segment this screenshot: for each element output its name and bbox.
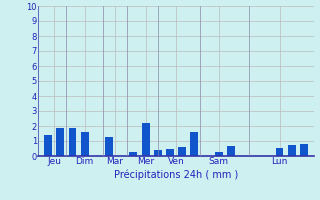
Bar	[129, 152, 137, 156]
Bar	[300, 144, 308, 156]
Bar	[81, 132, 89, 156]
Bar	[56, 128, 64, 156]
Bar	[215, 152, 223, 156]
Bar	[178, 147, 186, 156]
X-axis label: Précipitations 24h ( mm ): Précipitations 24h ( mm )	[114, 169, 238, 180]
Bar	[68, 128, 76, 156]
Bar	[227, 146, 235, 156]
Bar	[142, 123, 149, 156]
Bar	[288, 145, 296, 156]
Bar	[166, 148, 174, 156]
Bar	[105, 137, 113, 156]
Bar	[190, 132, 198, 156]
Bar	[276, 148, 284, 156]
Bar	[44, 135, 52, 156]
Bar	[154, 150, 162, 156]
